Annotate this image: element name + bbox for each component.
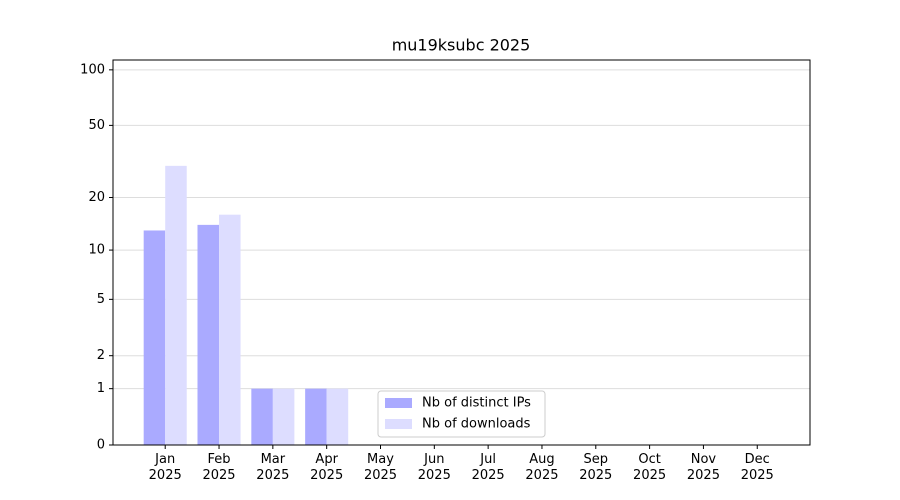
y-tick-label: 100 <box>80 62 105 77</box>
x-tick-label: Apr 2025 <box>310 452 344 483</box>
y-tick-label: 20 <box>88 190 105 205</box>
bar <box>219 214 241 445</box>
bar <box>251 388 273 445</box>
chart-title: mu19ksubc 2025 <box>392 36 531 55</box>
bar <box>197 224 220 445</box>
x-tick-label: Dec 2025 <box>740 452 774 483</box>
legend-swatch <box>385 419 412 429</box>
bar <box>165 165 187 445</box>
legend-label: Nb of downloads <box>422 417 531 432</box>
x-tick-label: Oct 2025 <box>633 452 667 483</box>
legend-box <box>377 390 546 438</box>
y-tick-label: 2 <box>97 348 105 363</box>
bar <box>305 388 327 445</box>
x-tick-label: Jul 2025 <box>471 452 505 483</box>
bar <box>272 388 295 445</box>
x-tick-label: Aug 2025 <box>525 452 559 483</box>
bar <box>143 230 166 445</box>
x-tick-label: Nov 2025 <box>686 452 720 483</box>
x-tick-label: Jun 2025 <box>417 452 451 483</box>
x-tick-label: Mar 2025 <box>256 452 290 483</box>
x-tick-label: May 2025 <box>363 452 398 483</box>
y-tick-label: 1 <box>97 381 105 396</box>
x-tick-label: Feb 2025 <box>202 452 236 483</box>
y-tick-label: 50 <box>88 118 105 133</box>
legend: Nb of distinct IPs Nb of downloads <box>377 390 546 438</box>
bar <box>326 388 349 445</box>
legend-label: Nb of distinct IPs <box>422 396 531 411</box>
y-tick-label: 5 <box>97 292 105 307</box>
y-tick-label: 10 <box>88 243 105 258</box>
legend-swatch <box>385 398 412 408</box>
y-tick-label: 0 <box>97 438 105 453</box>
x-tick-label: Sep 2025 <box>579 452 613 483</box>
plot-frame <box>112 59 811 446</box>
x-tick-label: Jan 2025 <box>148 452 182 483</box>
